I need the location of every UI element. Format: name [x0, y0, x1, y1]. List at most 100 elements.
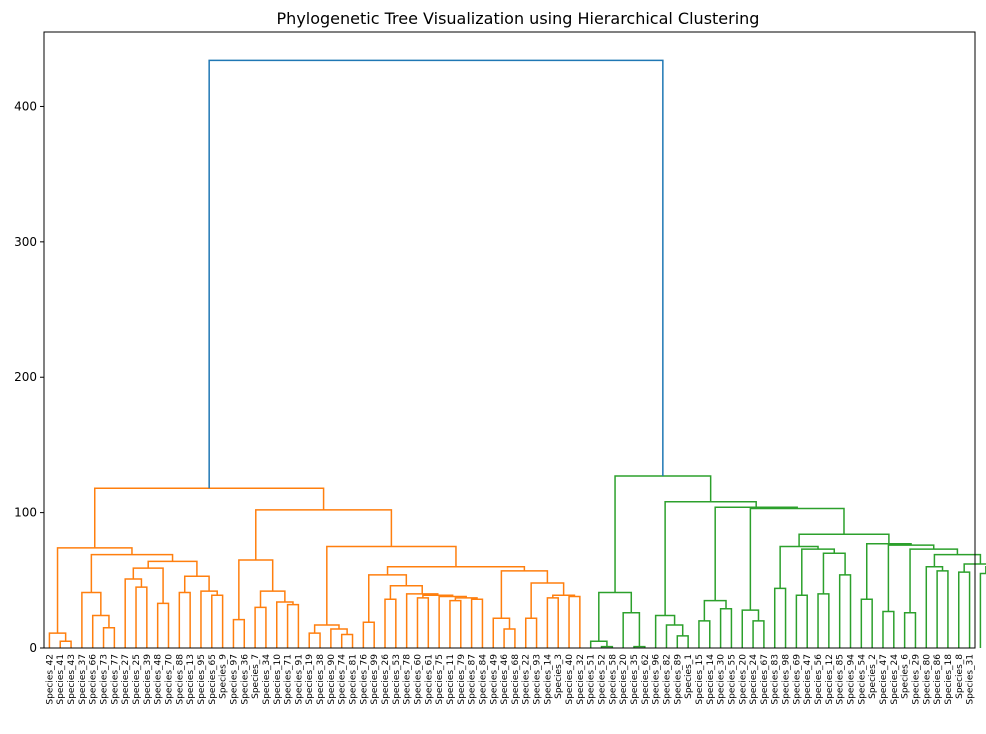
- leaf-label: Species_15: [695, 654, 705, 705]
- leaf-label: Species_27: [121, 654, 131, 705]
- leaf-label: Species_67: [760, 654, 770, 705]
- chart-title: Phylogenetic Tree Visualization using Hi…: [277, 9, 760, 28]
- dendrogram-link: [136, 587, 147, 648]
- leaf-label: Species_56: [814, 654, 824, 705]
- leaf-label: Species_46: [500, 654, 510, 705]
- y-tick-label: 100: [14, 506, 37, 520]
- dendrogram-link: [95, 488, 324, 548]
- dendrogram-link: [615, 476, 711, 592]
- dendrogram-link: [417, 598, 428, 648]
- leaf-label: Species_6: [901, 654, 911, 699]
- dendrogram-link: [212, 595, 223, 648]
- dendrogram-link: [60, 641, 71, 648]
- dendrogram-link: [569, 597, 580, 648]
- leaf-label: Species_98: [782, 654, 792, 705]
- dendrogram-link: [472, 599, 483, 648]
- leaf-label: Species_73: [100, 654, 110, 705]
- dendrogram-link: [623, 613, 639, 648]
- dendrogram-link: [450, 601, 461, 648]
- leaf-label: Species_62: [641, 654, 651, 705]
- leaf-label: Species_79: [457, 654, 467, 705]
- leaf-label: Species_71: [284, 654, 294, 705]
- leaf-label: Species_90: [327, 654, 337, 705]
- leaf-label: Species_10: [273, 654, 283, 705]
- dendrogram-link: [753, 621, 764, 648]
- leaf-label: Species_94: [847, 654, 857, 705]
- leaf-label: Species_87: [468, 654, 478, 705]
- dendrogram-link: [91, 555, 172, 593]
- dendrogram-link: [599, 592, 631, 641]
- leaf-label: Species_58: [608, 654, 618, 705]
- leaf-label: Species_75: [435, 654, 445, 705]
- dendrogram-link: [840, 575, 851, 648]
- dendrogram-link: [133, 568, 163, 603]
- leaf-label: Species_35: [630, 654, 640, 705]
- dendrogram-link: [934, 555, 980, 567]
- leaf-label: Species_48: [154, 654, 164, 705]
- leaf-label: Species_70: [164, 654, 174, 705]
- dendrogram-link: [742, 610, 758, 648]
- dendrogram-link: [125, 579, 141, 648]
- leaf-label: Species_68: [511, 654, 521, 705]
- dendrogram-link: [823, 553, 845, 594]
- leaf-label: Species_65: [208, 654, 218, 705]
- leaf-label: Species_11: [446, 654, 456, 705]
- dendrogram-link: [547, 598, 558, 648]
- leaf-label: Species_42: [45, 654, 55, 705]
- dendrogram-link: [309, 633, 320, 648]
- leaf-label: Species_80: [922, 654, 932, 705]
- y-tick-label: 300: [14, 235, 37, 249]
- dendrogram-link: [699, 621, 710, 648]
- dendrogram-link: [796, 595, 807, 648]
- leaf-label: Species_43: [67, 654, 77, 705]
- leaf-label: Species_69: [792, 654, 802, 705]
- leaf-label: Species_31: [966, 654, 976, 705]
- leaf-label: Species_41: [56, 654, 66, 705]
- dendrogram-link: [818, 594, 829, 648]
- dendrogram-links: [49, 60, 986, 648]
- dendrogram-link: [493, 618, 509, 648]
- leaf-label: Species_86: [933, 654, 943, 705]
- leaf-label: Species_40: [565, 654, 575, 705]
- leaf-label: Species_38: [316, 654, 326, 705]
- dendrogram-link: [861, 599, 872, 648]
- leaf-label: Species_14: [706, 654, 716, 705]
- leaf-label: Species_61: [424, 654, 434, 705]
- dendrogram-link: [802, 549, 834, 595]
- leaf-label: Species_14: [543, 654, 553, 705]
- leaf-label: Species_29: [911, 654, 921, 705]
- leaf-label: Species_47: [803, 654, 813, 705]
- plot-frame: [44, 32, 975, 648]
- dendrogram-link: [185, 576, 209, 592]
- dendrogram-link: [233, 620, 244, 648]
- dendrogram-link: [342, 634, 353, 648]
- dendrogram-link: [937, 571, 948, 648]
- leaf-label: Species_8: [955, 654, 965, 699]
- dendrogram-link: [58, 548, 132, 633]
- leaf-label: Species_53: [392, 654, 402, 705]
- dendrogram-link: [883, 611, 894, 648]
- dendrogram-link: [704, 601, 726, 621]
- leaf-label: Species_76: [359, 654, 369, 705]
- dendrogram-link: [799, 534, 889, 546]
- dendrogram-link: [926, 567, 942, 648]
- leaf-label: Species_54: [857, 654, 867, 705]
- leaf-label: Species_91: [294, 654, 304, 705]
- dendrogram-link: [775, 588, 786, 648]
- leaf-label: Species_96: [652, 654, 662, 705]
- dendrogram-link: [905, 613, 916, 648]
- leaf-label: Species_36: [240, 654, 250, 705]
- leaf-label: Species_97: [229, 654, 239, 705]
- dendrogram-link: [261, 591, 285, 607]
- leaf-label: Species_24: [890, 654, 900, 705]
- leaf-label: Species_22: [522, 654, 532, 705]
- dendrogram-link: [288, 605, 299, 648]
- leaf-label: Species_78: [403, 654, 413, 705]
- leaf-label: Species_1: [684, 654, 694, 699]
- leaf-label: Species_32: [576, 654, 586, 705]
- dendrogram-link: [656, 616, 675, 648]
- leaf-label: Species_99: [370, 654, 380, 705]
- y-tick-label: 0: [29, 641, 37, 655]
- dendrogram-link: [201, 591, 217, 648]
- leaf-label: Species_30: [717, 654, 727, 705]
